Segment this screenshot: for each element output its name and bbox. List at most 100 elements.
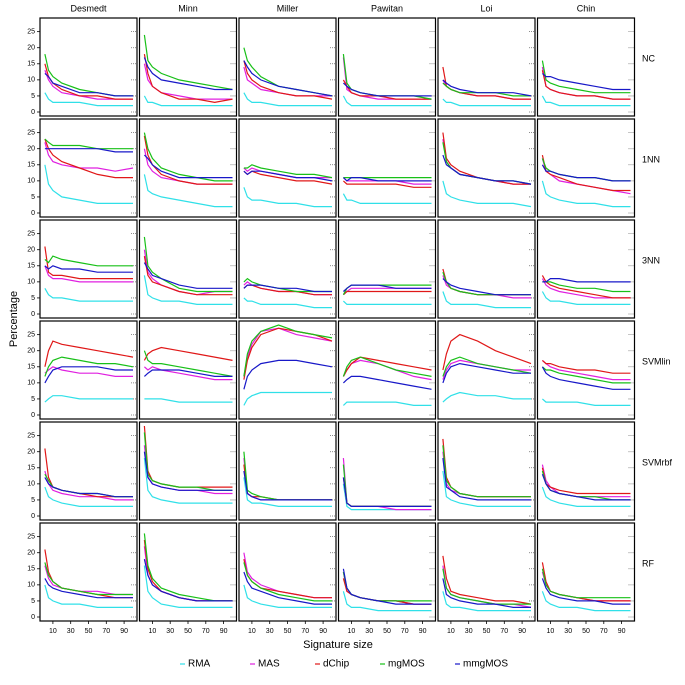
series-line bbox=[243, 464, 332, 501]
series-line bbox=[44, 265, 133, 283]
series-line bbox=[44, 148, 133, 153]
series-line bbox=[44, 288, 133, 302]
series-line bbox=[243, 47, 333, 97]
y-tick-label: 20 bbox=[27, 449, 35, 456]
series-line bbox=[442, 578, 531, 608]
series-line bbox=[541, 66, 631, 100]
panel-frame bbox=[238, 421, 337, 521]
y-tick-label: 5 bbox=[31, 295, 35, 302]
series-line bbox=[243, 451, 332, 501]
y-tick-label: 10 bbox=[27, 77, 35, 84]
series-line bbox=[44, 246, 133, 280]
series-line bbox=[442, 180, 532, 208]
series-line bbox=[143, 34, 233, 91]
series-line bbox=[542, 359, 631, 374]
x-tick-label: 10 bbox=[149, 628, 157, 635]
panel-frame bbox=[138, 118, 238, 218]
series-line bbox=[143, 451, 233, 491]
x-tick-label: 90 bbox=[319, 628, 327, 635]
y-tick-label: 25 bbox=[27, 331, 35, 338]
series-line bbox=[542, 398, 631, 406]
panel-frame bbox=[39, 320, 138, 420]
y-tick-label: 5 bbox=[31, 194, 35, 201]
series-line bbox=[243, 391, 332, 406]
panel-frame bbox=[337, 118, 437, 218]
series-line bbox=[143, 174, 233, 208]
x-tick-label: 90 bbox=[518, 628, 526, 635]
series-line bbox=[442, 139, 531, 185]
series-line bbox=[541, 467, 631, 495]
series-line bbox=[44, 265, 133, 273]
series-line bbox=[44, 164, 133, 204]
column-title: Pawitan bbox=[371, 3, 403, 13]
x-tick-label: 90 bbox=[120, 628, 128, 635]
series-line bbox=[342, 477, 432, 507]
series-line bbox=[143, 63, 233, 100]
panel-frame bbox=[39, 219, 138, 319]
series-line bbox=[243, 571, 332, 605]
legend-label: mmgMOS bbox=[463, 659, 508, 670]
panel-frame bbox=[238, 522, 337, 622]
column-title: Chin bbox=[577, 3, 596, 13]
series-line bbox=[342, 568, 432, 605]
series-line bbox=[541, 164, 631, 182]
series-line bbox=[143, 154, 233, 179]
panel-frame bbox=[337, 421, 437, 521]
series-line bbox=[243, 92, 332, 107]
series-line bbox=[243, 584, 332, 608]
panel-frame bbox=[437, 320, 536, 420]
panel-frame bbox=[238, 320, 337, 420]
panel-frame bbox=[337, 320, 437, 420]
series-line bbox=[243, 60, 333, 97]
x-tick-label: 10 bbox=[248, 628, 256, 635]
panel-frame bbox=[138, 219, 238, 319]
series-line bbox=[542, 366, 631, 384]
series-line bbox=[442, 391, 531, 403]
x-tick-label: 10 bbox=[547, 628, 555, 635]
series-line bbox=[143, 53, 233, 104]
x-axis-label: Signature size bbox=[303, 639, 373, 651]
panel-frame bbox=[238, 17, 337, 117]
series-line bbox=[541, 366, 631, 390]
series-line bbox=[44, 138, 133, 150]
series-line bbox=[542, 278, 631, 283]
y-tick-label: 15 bbox=[27, 364, 35, 371]
series-line bbox=[442, 268, 531, 296]
series-line bbox=[143, 350, 233, 377]
y-tick-label: 0 bbox=[31, 109, 35, 116]
x-tick-label: 70 bbox=[401, 628, 409, 635]
row-title: RF bbox=[642, 559, 654, 569]
series-line bbox=[342, 82, 432, 97]
series-line bbox=[342, 477, 432, 507]
series-line bbox=[243, 324, 333, 377]
series-line bbox=[342, 578, 432, 605]
series-line bbox=[143, 57, 233, 91]
series-line bbox=[442, 79, 532, 97]
panel-frame bbox=[536, 17, 636, 117]
x-tick-label: 10 bbox=[447, 628, 455, 635]
series-line bbox=[442, 591, 531, 612]
series-line bbox=[442, 154, 532, 185]
series-line bbox=[243, 170, 333, 182]
series-line bbox=[143, 369, 233, 377]
series-line bbox=[44, 578, 133, 599]
series-line bbox=[243, 164, 333, 179]
series-line bbox=[442, 555, 532, 605]
series-line bbox=[342, 591, 432, 612]
series-line bbox=[342, 95, 432, 107]
x-tick-label: 30 bbox=[465, 628, 473, 635]
series-line bbox=[342, 54, 432, 100]
y-tick-label: 0 bbox=[31, 412, 35, 419]
series-line bbox=[44, 356, 134, 377]
y-tick-label: 10 bbox=[27, 481, 35, 488]
series-line bbox=[442, 359, 531, 380]
x-tick-label: 30 bbox=[365, 628, 373, 635]
series-line bbox=[442, 356, 532, 377]
series-line bbox=[143, 539, 233, 602]
panel-frame bbox=[536, 320, 636, 420]
series-line bbox=[541, 578, 631, 605]
legend-label: dChip bbox=[323, 659, 350, 670]
series-line bbox=[243, 66, 332, 97]
x-tick-label: 30 bbox=[67, 628, 75, 635]
y-tick-label: 25 bbox=[27, 129, 35, 136]
